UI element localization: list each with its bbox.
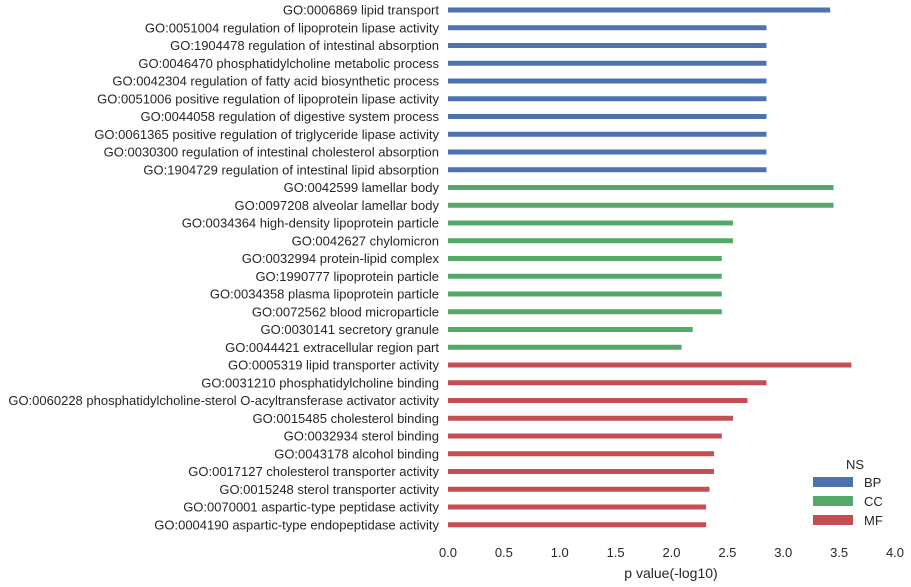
category-label: GO:1904478 regulation of intestinal abso… (170, 38, 439, 53)
x-tick-label: 3.0 (774, 545, 792, 560)
category-label: GO:0031210 phosphatidylcholine binding (201, 375, 439, 390)
category-label: GO:0015248 sterol transporter activity (219, 482, 439, 497)
bar-cc (448, 185, 834, 190)
bar-bp (448, 96, 767, 102)
bars-group (448, 7, 852, 528)
bar-mf (448, 433, 722, 439)
bar-bp (448, 149, 767, 155)
bar-cc (448, 238, 733, 244)
category-label: GO:0051006 positive regulation of lipopr… (97, 91, 439, 106)
category-label: GO:0030300 regulation of intestinal chol… (104, 145, 439, 160)
category-label: GO:0044058 regulation of digestive syste… (141, 109, 440, 124)
x-tick-label: 1.0 (551, 545, 569, 560)
category-label: GO:0046470 phosphatidylcholine metabolic… (138, 56, 439, 71)
bar-cc (448, 291, 722, 297)
bar-bp (448, 25, 767, 31)
bar-bp (448, 131, 767, 137)
category-label: GO:0051004 regulation of lipoprotein lip… (145, 20, 440, 35)
category-label: GO:0015485 cholesterol binding (253, 411, 439, 426)
category-label: GO:0034364 high-density lipoprotein part… (182, 216, 439, 231)
x-tick-label: 0.0 (439, 545, 457, 560)
category-label: GO:0006869 lipid transport (283, 3, 439, 18)
category-label: GO:0044421 extracellular region part (225, 340, 439, 355)
x-axis-label: p value(-log10) (624, 565, 717, 581)
category-label: GO:0042304 regulation of fatty acid bios… (112, 74, 439, 89)
category-label: GO:0072562 blood microparticle (252, 304, 439, 319)
category-label: GO:0005319 lipid transporter activity (228, 358, 439, 373)
bar-bp (448, 78, 767, 84)
bar-mf (448, 522, 707, 528)
bar-cc (448, 202, 834, 208)
category-label: GO:0034358 plasma lipoprotein particle (210, 287, 439, 302)
category-label: GO:0061365 positive regulation of trigly… (94, 127, 439, 142)
legend-label-mf: MF (864, 513, 883, 528)
x-tick-label: 1.5 (607, 545, 625, 560)
category-label: GO:0042599 lamellar body (284, 180, 440, 195)
x-tick-label: 0.5 (495, 545, 513, 560)
x-tick-label: 2.0 (662, 545, 680, 560)
category-labels-group: GO:0006869 lipid transport GO:0051004 reg… (8, 3, 439, 533)
legend-swatch-bp (813, 477, 853, 487)
bar-bp (448, 43, 767, 48)
x-axis-ticks-group: 0.0 0.5 1.0 1.5 2.0 2.5 3.0 3.5 4.0 (439, 545, 904, 560)
category-label: GO:1990777 lipoprotein particle (255, 269, 439, 284)
bar-mf (448, 469, 714, 474)
bar-bp (448, 7, 831, 13)
x-tick-label: 3.5 (830, 545, 848, 560)
category-label: GO:0032934 sterol binding (284, 429, 439, 444)
bar-cc (448, 273, 722, 279)
category-label: GO:0097208 alveolar lamellar body (234, 198, 439, 213)
bar-mf (448, 362, 852, 368)
legend: NS BP CC MF (813, 457, 883, 528)
legend-label-cc: CC (864, 494, 883, 509)
category-label: GO:0060228 phosphatidylcholine-sterol O-… (8, 393, 439, 408)
bar-mf (448, 398, 748, 403)
legend-title: NS (846, 457, 864, 472)
bar-mf (448, 504, 707, 510)
bar-mf (448, 415, 733, 421)
bar-cc (448, 309, 722, 315)
bar-bp (448, 167, 767, 173)
bar-bp (448, 114, 767, 119)
legend-swatch-cc (813, 496, 853, 506)
bar-cc (448, 220, 733, 226)
category-label: GO:0070001 aspartic-type peptidase activ… (183, 500, 439, 515)
legend-label-bp: BP (864, 475, 881, 490)
category-label: GO:0043178 alcohol binding (274, 446, 439, 461)
category-label: GO:0004190 aspartic-type endopeptidase a… (154, 517, 439, 532)
category-label: GO:0030141 secretory granule (261, 322, 440, 337)
bar-cc (448, 344, 682, 350)
bar-mf (448, 380, 767, 386)
category-label: GO:1904729 regulation of intestinal lipi… (143, 162, 439, 177)
category-label: GO:0042627 chylomicron (292, 233, 439, 248)
category-label: GO:0017127 cholesterol transporter activ… (188, 464, 439, 479)
bar-bp (448, 60, 767, 66)
bar-mf (448, 451, 714, 457)
x-tick-label: 2.5 (718, 545, 736, 560)
bar-cc (448, 256, 722, 261)
legend-swatch-mf (813, 515, 853, 525)
x-tick-label: 4.0 (886, 545, 904, 560)
bar-mf (448, 486, 710, 492)
bar-cc (448, 327, 693, 332)
category-label: GO:0032994 protein-lipid complex (242, 251, 440, 266)
